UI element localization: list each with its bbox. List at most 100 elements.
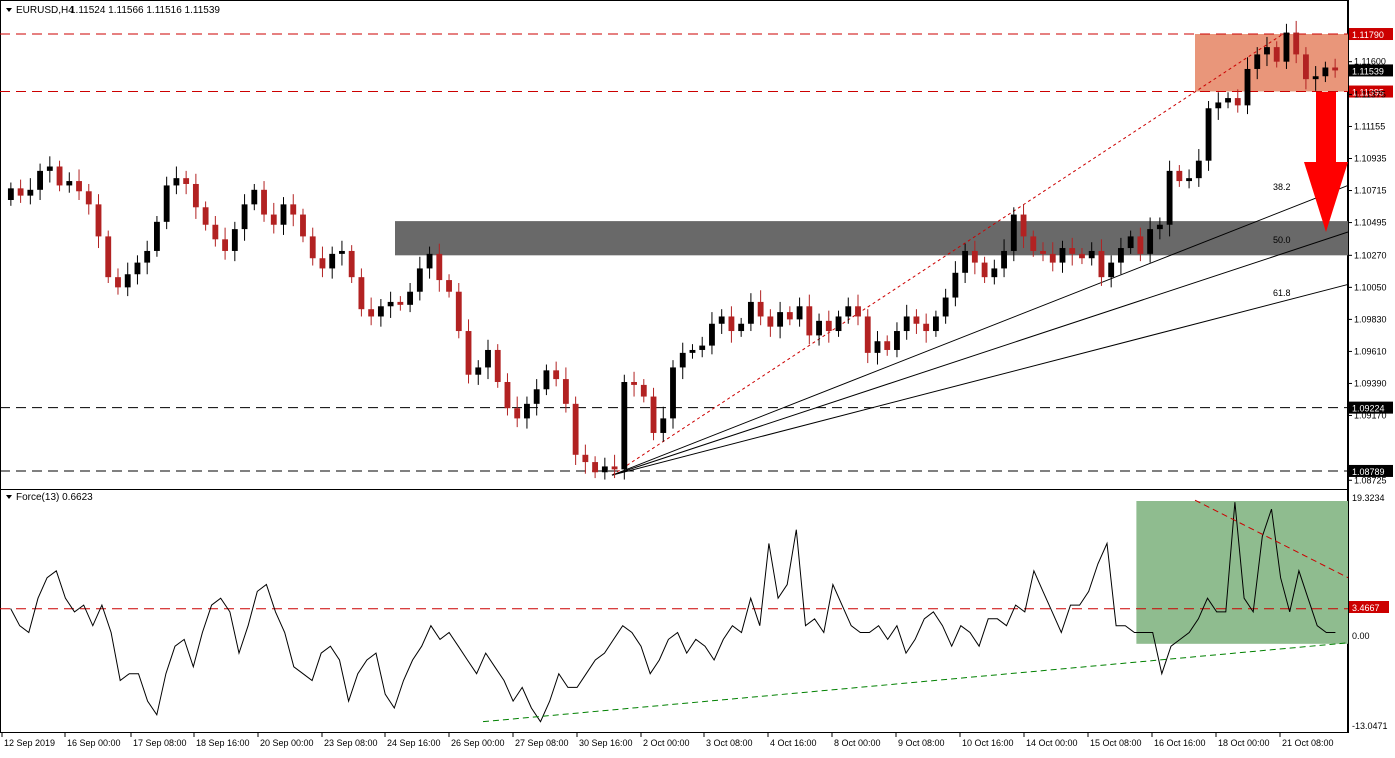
- candle-body: [1069, 248, 1076, 254]
- candle-body: [290, 204, 297, 215]
- price-axis-label: 1.09170: [1354, 410, 1387, 420]
- candle-body: [7, 188, 14, 200]
- candle-body: [533, 389, 540, 404]
- price-line-tag: [1349, 85, 1393, 98]
- candle-body: [806, 306, 813, 336]
- time-axis-label: 2 Oct 00:00: [643, 738, 690, 748]
- price-line-label: 1.11395: [1352, 88, 1384, 98]
- candle-body: [231, 229, 238, 251]
- candle-body: [27, 189, 34, 196]
- candle-body: [679, 352, 686, 368]
- force-zone: [1136, 501, 1348, 644]
- force-axis-zero: 0.00: [1352, 631, 1370, 641]
- candle-body: [426, 253, 433, 269]
- candle-body: [1176, 170, 1183, 182]
- candle-body: [553, 370, 560, 380]
- force-axis-level: 3.4667: [1352, 603, 1380, 613]
- fib-level-label: 38.2: [1273, 182, 1291, 192]
- candle-body: [1225, 98, 1231, 103]
- time-axis-label: 17 Sep 08:00: [133, 738, 187, 748]
- candle-body: [154, 221, 160, 251]
- candle-body: [1088, 250, 1095, 259]
- candle-body: [747, 301, 754, 324]
- indicator-dropdown-icon[interactable]: [6, 495, 12, 499]
- candle-body: [1312, 76, 1319, 80]
- candle-body: [455, 291, 462, 332]
- candle-body: [251, 189, 258, 205]
- candle-body: [524, 403, 530, 419]
- plot-frame: [0, 0, 1348, 733]
- current-price-tag: [1349, 64, 1393, 77]
- candle-body: [222, 239, 229, 251]
- candle-body: [786, 312, 793, 320]
- symbol-dropdown-icon[interactable]: [6, 8, 12, 12]
- time-axis-label: 16 Sep 00:00: [67, 738, 121, 748]
- force-line: [10, 502, 1336, 723]
- candle-body: [1030, 236, 1037, 251]
- candle-body: [991, 268, 998, 278]
- candle-body: [709, 323, 715, 346]
- candle-body: [17, 188, 24, 196]
- candle-body: [1166, 170, 1173, 225]
- candle-body: [261, 189, 267, 215]
- time-axis-label: 12 Sep 2019: [4, 738, 55, 748]
- candle-body: [377, 306, 384, 317]
- time-axis-label: 15 Oct 08:00: [1090, 738, 1142, 748]
- candle-body: [1332, 67, 1339, 71]
- time-axis-label: 18 Sep 16:00: [196, 738, 250, 748]
- candle-body: [1205, 108, 1212, 161]
- price-axis: 1.11600 1.11375 1.11155 1.10935 1.10715 1.104…: [1348, 57, 1387, 485]
- candle-body: [1117, 248, 1124, 263]
- candle-body: [66, 181, 73, 186]
- symbol-label: EURUSD,H4: [16, 5, 74, 16]
- candle-body: [1020, 214, 1027, 237]
- candle-body: [475, 367, 482, 375]
- candle-body: [923, 323, 930, 332]
- candle-body: [1108, 262, 1115, 278]
- candle-body: [981, 262, 988, 278]
- price-axis-label: 1.11375: [1354, 89, 1386, 99]
- force-resistance-trendline: [1194, 499, 1349, 579]
- candle-body: [1293, 32, 1300, 55]
- candle-body: [504, 381, 511, 409]
- price-axis-label: 1.09390: [1354, 378, 1387, 388]
- candle-body: [1322, 67, 1329, 77]
- candle-body: [855, 306, 861, 317]
- fib-fan-line: [611, 231, 1349, 476]
- candle-body: [1186, 178, 1192, 182]
- candle-body: [1156, 224, 1163, 230]
- fib-level-label: 50.0: [1273, 235, 1291, 245]
- candle-body: [105, 236, 112, 278]
- candle-body: [845, 306, 852, 317]
- candle-body: [1273, 47, 1280, 62]
- time-axis-label: 3 Oct 08:00: [706, 738, 753, 748]
- candle-body: [1195, 160, 1202, 179]
- force-level-tag: [1349, 601, 1389, 613]
- candle-body: [1010, 214, 1017, 251]
- current-price-label: 1.11539: [1352, 66, 1384, 76]
- time-axis-label: 27 Sep 08:00: [515, 738, 569, 748]
- candle-body: [1302, 54, 1309, 80]
- price-axis-label: 1.09830: [1354, 314, 1387, 324]
- fib-fan-line: [611, 283, 1349, 476]
- price-line-tag: [1349, 464, 1393, 477]
- candle-body: [728, 316, 735, 332]
- candle-body: [144, 250, 151, 263]
- price-axis-label: 1.10270: [1354, 250, 1387, 260]
- candle-body: [621, 381, 628, 470]
- candle-body: [816, 320, 822, 336]
- candle-body: [1264, 47, 1270, 55]
- candle-body: [300, 214, 306, 237]
- price-line-label: 1.09224: [1352, 404, 1385, 414]
- candle-body: [241, 204, 248, 230]
- candle-body: [124, 274, 131, 288]
- candle-body: [1079, 253, 1085, 259]
- indicator-label: Force(13) 0.6623: [16, 492, 93, 503]
- price-axis-label: 1.08725: [1354, 475, 1387, 485]
- force-axis-max: 19.3234: [1352, 493, 1385, 503]
- candle-body: [329, 253, 336, 269]
- candle-body: [339, 250, 345, 254]
- price-line-label: 1.11790: [1352, 30, 1384, 40]
